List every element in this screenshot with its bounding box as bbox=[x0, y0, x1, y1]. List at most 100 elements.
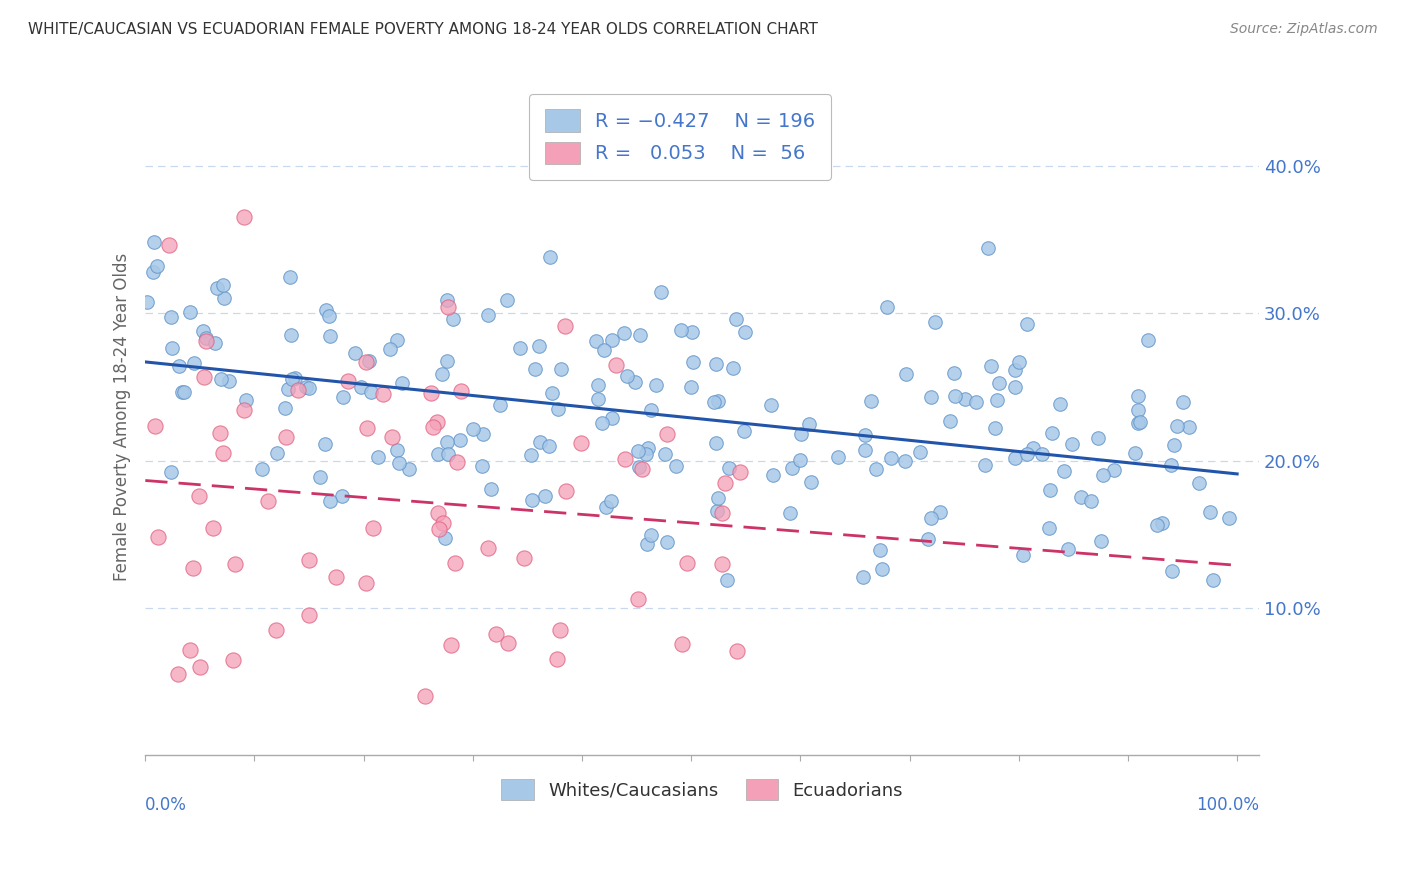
Point bbox=[716, 574, 738, 588]
Point bbox=[496, 636, 519, 650]
Point bbox=[800, 475, 823, 489]
Point bbox=[953, 392, 976, 406]
Point bbox=[187, 489, 209, 503]
Point bbox=[488, 398, 510, 412]
Point bbox=[257, 494, 280, 508]
Point bbox=[183, 356, 205, 370]
Point bbox=[1202, 573, 1225, 587]
Point bbox=[627, 460, 650, 475]
Point bbox=[627, 592, 650, 607]
Point bbox=[790, 426, 813, 441]
Point bbox=[546, 651, 568, 665]
Point bbox=[650, 285, 672, 299]
Point bbox=[706, 504, 728, 518]
Point bbox=[1171, 394, 1194, 409]
Point bbox=[371, 387, 394, 401]
Point bbox=[477, 541, 499, 555]
Point bbox=[600, 333, 623, 347]
Point bbox=[704, 435, 727, 450]
Point bbox=[853, 428, 876, 442]
Point bbox=[148, 531, 170, 545]
Point bbox=[1126, 389, 1149, 403]
Point bbox=[287, 383, 309, 397]
Point bbox=[640, 403, 662, 417]
Point bbox=[929, 505, 952, 519]
Point bbox=[1080, 493, 1102, 508]
Point bbox=[713, 476, 735, 491]
Point bbox=[920, 390, 942, 404]
Point bbox=[309, 470, 332, 484]
Point bbox=[548, 623, 571, 637]
Point bbox=[707, 393, 730, 408]
Point bbox=[422, 420, 444, 434]
Point bbox=[314, 436, 336, 450]
Point bbox=[298, 553, 321, 567]
Point bbox=[1017, 447, 1039, 461]
Point bbox=[529, 434, 551, 449]
Point bbox=[1011, 549, 1033, 563]
Point bbox=[665, 458, 688, 473]
Point bbox=[350, 380, 373, 394]
Point bbox=[167, 667, 190, 681]
Point bbox=[733, 424, 755, 438]
Point bbox=[600, 410, 623, 425]
Point bbox=[471, 426, 494, 441]
Text: Source: ZipAtlas.com: Source: ZipAtlas.com bbox=[1230, 22, 1378, 37]
Point bbox=[1004, 380, 1026, 394]
Point bbox=[235, 392, 257, 407]
Point bbox=[973, 458, 995, 472]
Point bbox=[432, 516, 454, 530]
Point bbox=[360, 384, 382, 399]
Point bbox=[398, 462, 420, 476]
Point bbox=[703, 395, 725, 409]
Point bbox=[671, 637, 693, 651]
Point bbox=[204, 335, 226, 350]
Point bbox=[1053, 464, 1076, 478]
Point bbox=[522, 492, 544, 507]
Point bbox=[232, 211, 254, 225]
Point bbox=[449, 433, 471, 447]
Point bbox=[221, 652, 243, 666]
Point bbox=[212, 277, 235, 292]
Point bbox=[519, 448, 541, 462]
Point bbox=[613, 451, 636, 466]
Point bbox=[218, 374, 240, 388]
Point bbox=[631, 462, 654, 476]
Point bbox=[415, 690, 437, 704]
Point bbox=[1060, 437, 1083, 451]
Point bbox=[623, 376, 645, 390]
Point bbox=[1150, 516, 1173, 530]
Point bbox=[734, 326, 756, 340]
Point bbox=[976, 241, 998, 255]
Point bbox=[988, 376, 1011, 391]
Point bbox=[637, 441, 659, 455]
Point bbox=[319, 494, 342, 508]
Point bbox=[616, 369, 638, 384]
Point bbox=[853, 443, 876, 458]
Point bbox=[1102, 463, 1125, 477]
Point bbox=[779, 507, 801, 521]
Point bbox=[385, 334, 408, 348]
Point bbox=[266, 623, 288, 637]
Point bbox=[318, 309, 340, 323]
Point bbox=[471, 459, 494, 474]
Point bbox=[481, 482, 503, 496]
Point bbox=[1126, 403, 1149, 417]
Point bbox=[209, 372, 232, 386]
Point bbox=[627, 444, 650, 458]
Point bbox=[420, 385, 443, 400]
Point bbox=[391, 376, 413, 390]
Point bbox=[188, 660, 211, 674]
Point bbox=[441, 312, 464, 326]
Point bbox=[917, 532, 939, 546]
Point bbox=[860, 393, 883, 408]
Point bbox=[179, 304, 201, 318]
Point bbox=[681, 325, 703, 339]
Point bbox=[477, 308, 499, 322]
Point bbox=[1057, 542, 1080, 557]
Point bbox=[367, 450, 389, 465]
Point bbox=[654, 447, 676, 461]
Point bbox=[193, 324, 215, 338]
Point bbox=[337, 374, 360, 388]
Point bbox=[852, 570, 875, 584]
